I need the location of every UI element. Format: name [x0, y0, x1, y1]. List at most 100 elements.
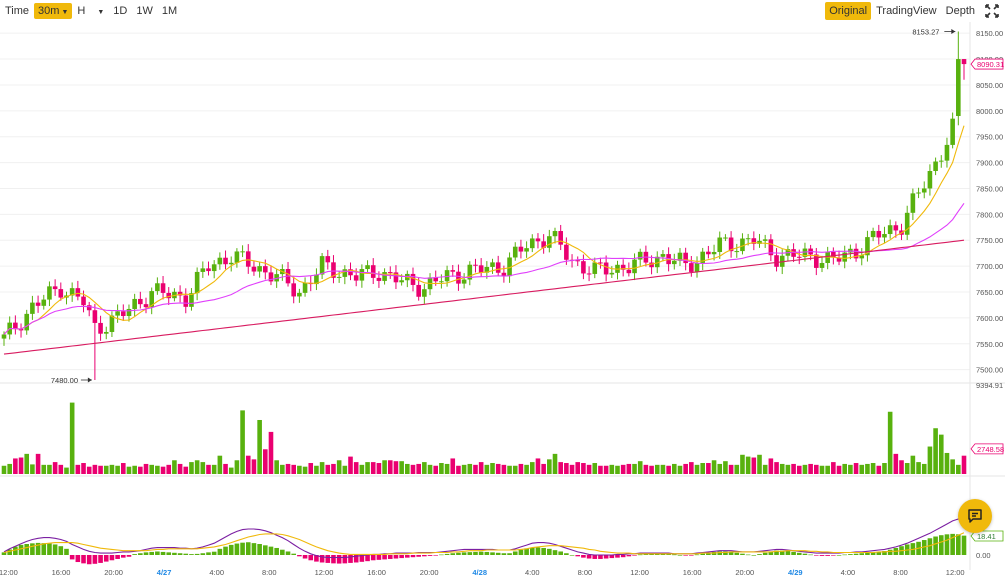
chat-button[interactable]: [958, 499, 992, 533]
high-price-label: 8153.27: [912, 27, 939, 36]
volume-bar: [370, 462, 376, 474]
interval-hour-dropdown[interactable]: H ▼: [73, 3, 108, 19]
macd-histogram-bar: [529, 547, 535, 555]
volume-bar: [859, 464, 865, 474]
volume-bar: [387, 460, 393, 474]
volume-bar: [944, 452, 950, 474]
macd-histogram-bar: [734, 552, 740, 555]
time-tick-label: 4:00: [525, 568, 540, 577]
volume-bar: [103, 465, 109, 474]
candle-up: [126, 308, 132, 317]
candlestick-chart[interactable]: 8150.008100.008050.008000.007950.007900.…: [0, 22, 1005, 578]
volume-bar: [1, 465, 7, 474]
macd-histogram-bar: [268, 546, 274, 555]
macd-histogram-bar: [831, 555, 836, 556]
macd-histogram-bar: [677, 555, 683, 556]
candle-up: [274, 274, 279, 282]
macd-histogram-bar: [183, 553, 189, 555]
candle-up: [671, 260, 677, 265]
macd-histogram-bar: [109, 555, 115, 561]
candle-down: [473, 264, 478, 266]
macd-histogram-bar: [757, 554, 762, 555]
macd-panel: [1, 516, 967, 565]
macd-histogram-bar: [745, 554, 751, 556]
volume-bar: [666, 465, 671, 474]
macd-histogram-bar: [52, 544, 58, 555]
candle-up: [439, 281, 444, 283]
macd-histogram-bar: [69, 555, 75, 560]
interval-1d[interactable]: 1D: [113, 5, 128, 17]
time-label[interactable]: Time: [5, 5, 30, 17]
volume-bar: [359, 464, 365, 474]
volume-bar: [484, 464, 490, 474]
volume-bar: [405, 463, 410, 474]
view-original-tab[interactable]: Original: [825, 2, 872, 20]
volume-bar: [495, 463, 501, 474]
macd-histogram-bar: [359, 555, 365, 562]
candle-up: [762, 239, 768, 241]
macd-histogram-bar: [217, 548, 223, 555]
candle-up: [956, 59, 961, 116]
macd-histogram-bar: [836, 555, 842, 556]
volume-bar: [779, 463, 785, 474]
volume-bar: [757, 454, 762, 474]
time-tick-label: 16:00: [683, 568, 702, 577]
price-tick-label: 7850.00: [976, 184, 1003, 193]
volume-bar: [473, 464, 478, 474]
volume-bar: [149, 464, 154, 474]
macd-histogram-bar: [467, 552, 473, 555]
view-tradingview-tab[interactable]: TradingView: [876, 5, 937, 17]
volume-bar: [768, 458, 774, 474]
macd-histogram-bar: [92, 555, 98, 564]
macd-histogram-bar: [228, 544, 234, 555]
candle-up: [155, 283, 160, 292]
macd-histogram-bar: [172, 552, 177, 555]
interval-1m[interactable]: 1M: [161, 5, 178, 17]
macd-histogram-bar: [887, 549, 893, 555]
volume-bar: [172, 460, 177, 474]
macd-histogram-bar: [961, 535, 967, 555]
macd-histogram-bar: [808, 554, 813, 556]
candle-down: [245, 251, 251, 267]
macd-histogram-bar: [81, 555, 86, 564]
volume-bar: [274, 460, 279, 474]
macd-histogram-bar: [666, 554, 671, 555]
volume-bar: [501, 464, 507, 474]
price-tick-label: 8050.00: [976, 81, 1003, 90]
volume-bar: [285, 463, 291, 474]
macd-histogram-bar: [723, 551, 728, 555]
volume-bar: [808, 463, 813, 474]
ma-mid-line: [3, 202, 965, 335]
candle-up: [228, 262, 234, 265]
candle-down: [291, 283, 297, 297]
candle-down: [501, 272, 507, 277]
view-depth-tab[interactable]: Depth: [945, 5, 975, 17]
macd-histogram-bar: [342, 555, 348, 564]
volume-bar: [69, 402, 75, 474]
time-tick-label: 12:00: [946, 568, 965, 577]
volume-bar: [649, 465, 654, 474]
volume-bar: [138, 466, 143, 474]
volume-bar: [904, 463, 910, 474]
price-tick-label: 7700.00: [976, 262, 1003, 271]
volume-bar: [234, 460, 240, 474]
ma-short-line: [3, 125, 965, 335]
volume-bar: [569, 464, 575, 474]
macd-histogram-bar: [382, 555, 387, 560]
macd-dif-line: [3, 516, 965, 559]
candle-up: [115, 311, 120, 316]
interval-1w[interactable]: 1W: [136, 5, 153, 17]
candle-up: [234, 251, 240, 263]
candle-up: [194, 271, 200, 294]
volume-bar: [564, 463, 569, 474]
macd-histogram-bar: [285, 551, 291, 555]
macd-histogram-bar: [353, 555, 359, 563]
candle-up: [69, 288, 75, 296]
macd-histogram-bar: [393, 555, 399, 559]
interval-30m-dropdown[interactable]: 30m ▼: [34, 3, 73, 19]
expand-icon[interactable]: [983, 2, 1001, 20]
interval-30m-label: 30m: [38, 5, 60, 17]
macd-histogram-bar: [473, 551, 478, 555]
volume-max-label: 9394.91: [976, 381, 1003, 390]
candle-down: [166, 292, 172, 299]
